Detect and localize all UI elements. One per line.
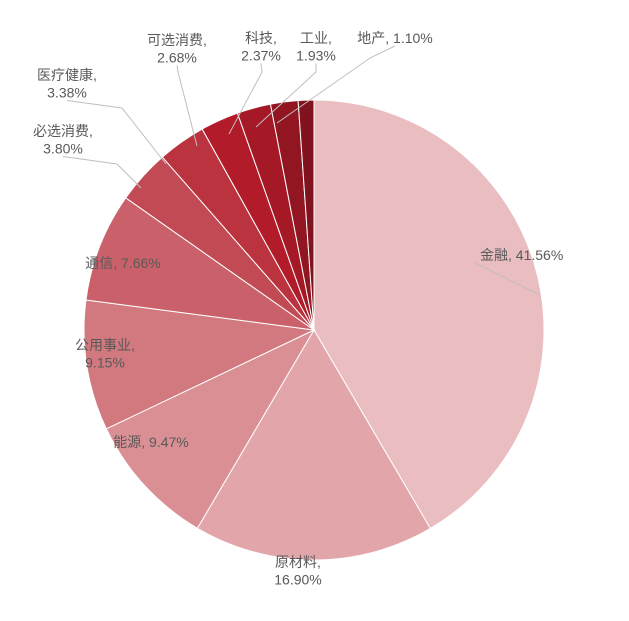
leader-line	[177, 66, 197, 147]
pie-chart: 金融, 41.56%原材料,16.90%能源, 9.47%公用事业,9.15%通…	[0, 0, 629, 621]
slice-label: 科技,2.37%	[241, 30, 281, 64]
slice-label: 医疗健康,3.38%	[37, 67, 97, 101]
pie-slices	[84, 100, 544, 560]
slice-label: 地产, 1.10%	[357, 30, 432, 46]
leader-line	[63, 157, 141, 189]
slice-label: 原材料,16.90%	[274, 554, 321, 588]
slice-label: 可选消费,2.68%	[147, 32, 207, 66]
slice-label: 通信, 7.66%	[85, 255, 160, 271]
slice-label: 金融, 41.56%	[480, 247, 563, 263]
slice-label: 工业,1.93%	[296, 30, 336, 64]
slice-label: 必选消费,3.80%	[33, 123, 93, 157]
slice-label: 能源, 9.47%	[113, 434, 188, 450]
